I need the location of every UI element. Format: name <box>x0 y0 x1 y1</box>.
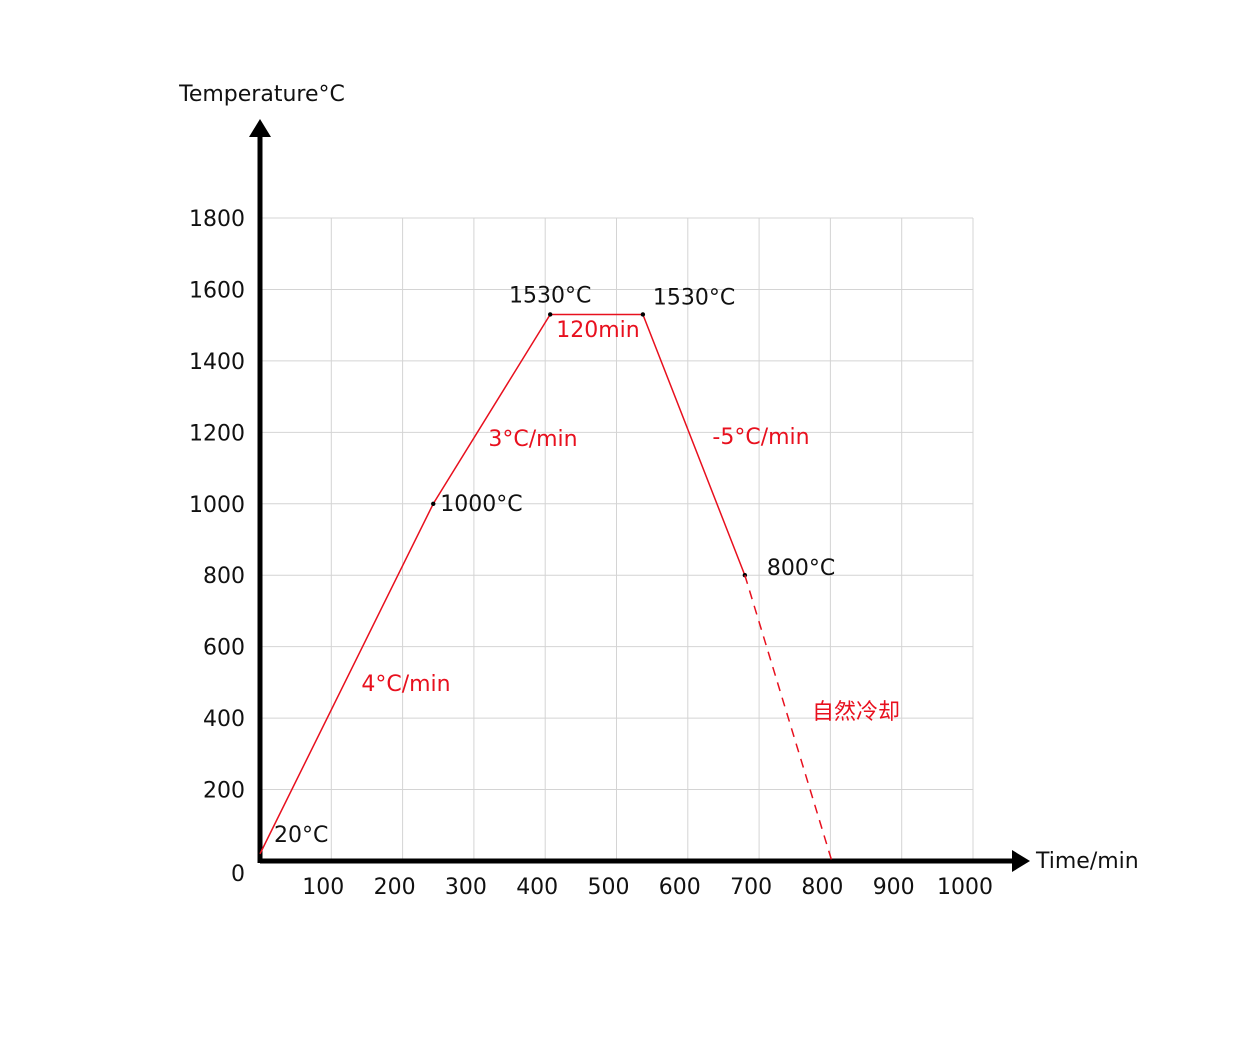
point <box>640 312 646 317</box>
point-label: 1530°C <box>509 283 591 308</box>
line <box>259 313 746 855</box>
annotation: -5°C/min <box>712 425 809 450</box>
y-tick-label: 0 <box>231 862 245 887</box>
y-tick-label: 1400 <box>189 350 245 375</box>
y-tick-label: 400 <box>203 707 245 732</box>
x-tick-label: 500 <box>588 875 630 900</box>
y-tick-label: 1000 <box>189 493 245 518</box>
y-axis-label: Temperature°C <box>178 82 345 107</box>
annotation: 4°C/min <box>361 672 450 697</box>
point-label: 800°C <box>767 556 835 581</box>
x-axis-label: Time/min <box>1035 849 1139 874</box>
x-tick-label: 100 <box>302 875 344 900</box>
x-tick-label: 200 <box>374 875 416 900</box>
x-tick-label: 400 <box>516 875 558 900</box>
point-label: 20°C <box>274 823 328 848</box>
point-label: 1000°C <box>440 492 522 517</box>
annotation: 自然冷却 <box>812 700 900 725</box>
y-tick-label: 1600 <box>189 278 245 303</box>
y-tick-label: 1800 <box>189 207 245 232</box>
x-tick-label: 1000 <box>937 875 993 900</box>
x-axis-arrow <box>1012 850 1030 872</box>
x-tick-label: 300 <box>445 875 487 900</box>
line <box>744 575 833 862</box>
x-tick-label: 700 <box>730 875 772 900</box>
point <box>431 501 436 506</box>
x-tick-label: 800 <box>801 875 843 900</box>
y-axis-arrow <box>249 119 271 137</box>
y-tick-label: 1200 <box>189 421 245 446</box>
x-tick-label: 900 <box>873 875 915 900</box>
point <box>547 312 553 317</box>
y-tick-label: 200 <box>203 779 245 804</box>
y-tick-label: 600 <box>203 636 245 661</box>
x-tick-label: 600 <box>659 875 701 900</box>
annotation: 3°C/min <box>488 427 577 452</box>
point-label: 1530°C <box>653 285 735 310</box>
y-tick-label: 800 <box>203 564 245 589</box>
annotation: 120min <box>556 318 639 343</box>
